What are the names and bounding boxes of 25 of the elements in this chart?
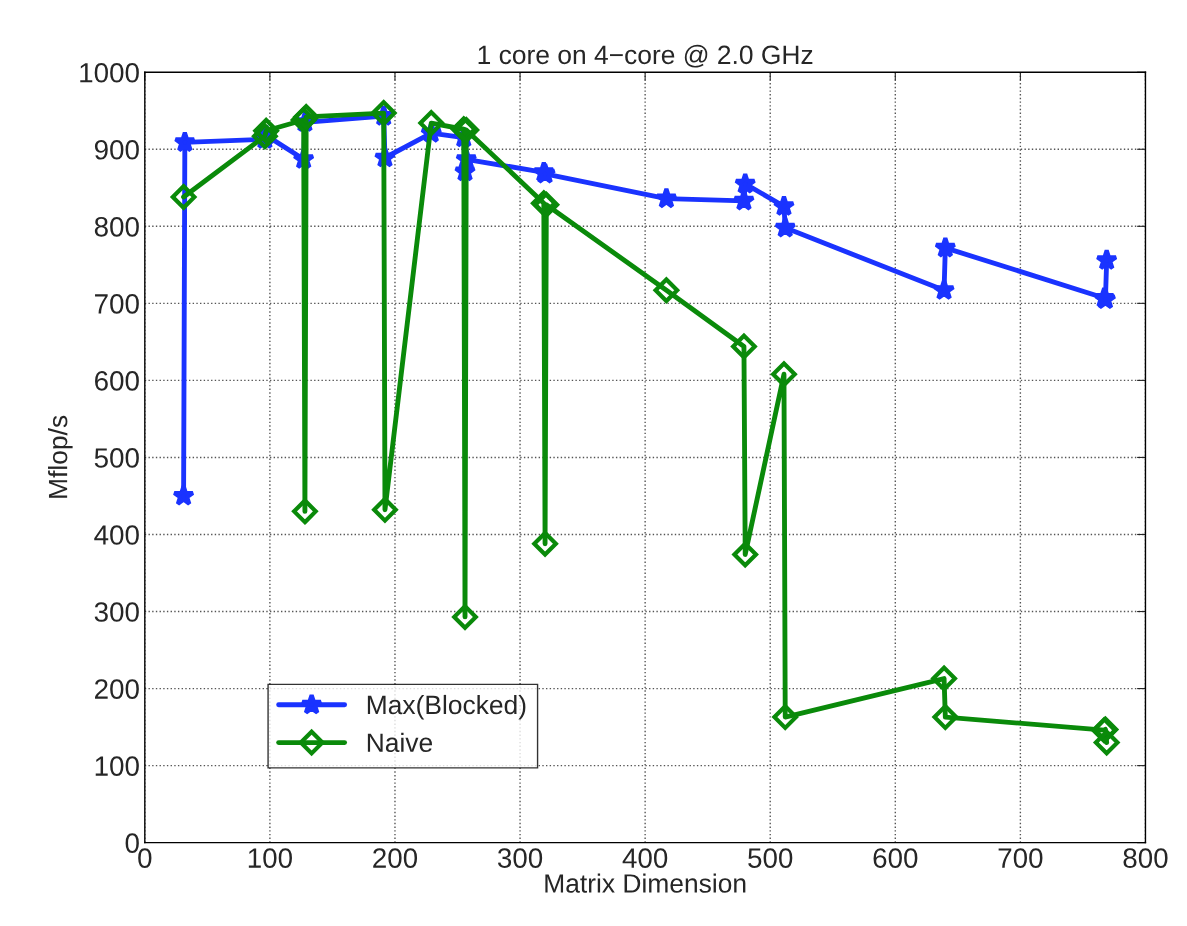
y-tick-label: 1000 bbox=[80, 62, 139, 83]
y-tick-label: 700 bbox=[95, 294, 139, 314]
y-tick-label: 0 bbox=[125, 833, 139, 853]
x-tick-label: 300 bbox=[497, 848, 543, 868]
x-axis-title: Matrix Dimension bbox=[545, 873, 746, 893]
legend-label: Naive bbox=[367, 732, 433, 753]
legend-label: Max(Blocked) bbox=[367, 694, 526, 720]
y-tick-label: 100 bbox=[95, 756, 139, 776]
x-tick-label: 700 bbox=[998, 848, 1043, 868]
x-tick-label: 200 bbox=[373, 848, 418, 868]
y-tick-label: 300 bbox=[94, 602, 139, 622]
x-tick-label: 600 bbox=[873, 848, 918, 868]
x-tick-label: 500 bbox=[748, 848, 793, 868]
y-tick-label: 200 bbox=[95, 679, 139, 699]
y-tick-label: 800 bbox=[94, 216, 139, 237]
x-tick-label: 800 bbox=[1123, 848, 1168, 868]
y-tick-label: 500 bbox=[94, 448, 139, 468]
x-tick-label: 100 bbox=[248, 848, 292, 868]
x-tick-label: 400 bbox=[622, 848, 668, 868]
y-tick-label: 900 bbox=[94, 139, 139, 160]
chart-title: 1 core on 4−core @ 2.0 GHz bbox=[478, 44, 813, 68]
y-tick-label: 400 bbox=[94, 525, 139, 545]
y-axis-title: Mflop/s bbox=[48, 415, 73, 498]
x-tick-label: 0 bbox=[138, 848, 152, 868]
y-tick-label: 600 bbox=[95, 371, 139, 391]
